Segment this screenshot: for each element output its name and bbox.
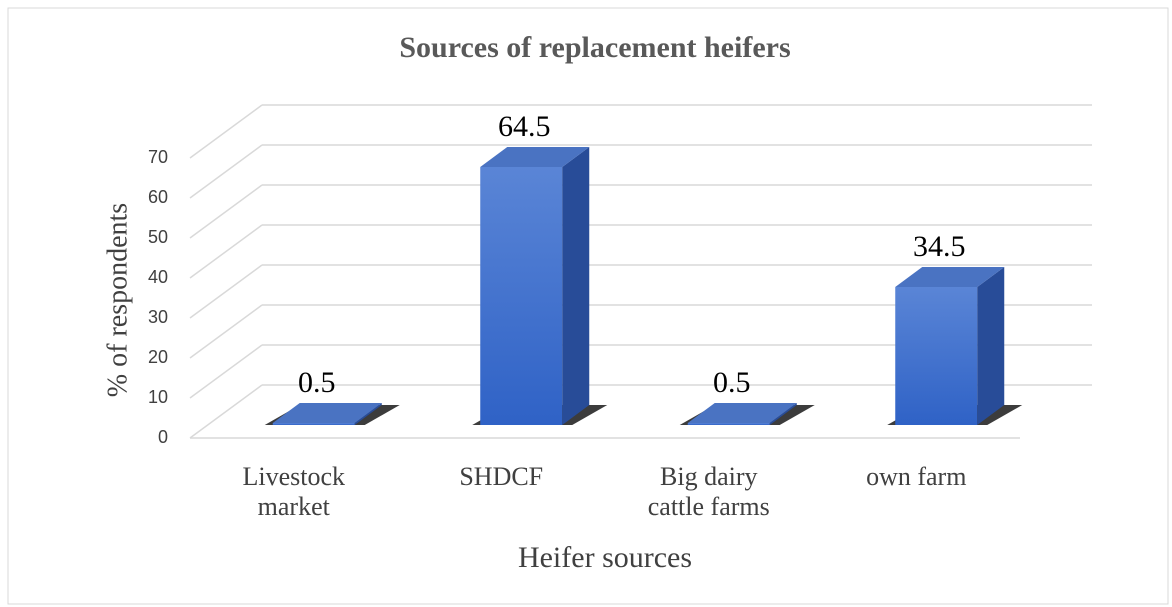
bar-top xyxy=(895,267,1005,287)
chart-border xyxy=(7,7,1169,605)
bar-top xyxy=(272,403,382,423)
y-tick-label: 40 xyxy=(148,267,168,287)
y-tick-label: 60 xyxy=(148,187,168,207)
grid-line-side xyxy=(189,344,263,399)
x-axis-label: Heifer sources xyxy=(518,541,692,574)
grid-line-side xyxy=(189,144,263,199)
grid-line-side xyxy=(189,184,263,239)
x-tick-label: Big dairy cattle farms xyxy=(647,462,770,521)
y-tick-label: 20 xyxy=(148,347,168,367)
bar-top xyxy=(480,147,590,167)
y-tick-label: 50 xyxy=(148,227,168,247)
x-tick-label: SHDCF xyxy=(459,462,544,491)
grid-line-side xyxy=(189,224,263,279)
bar xyxy=(895,287,978,425)
x-tick-label: Livestock market xyxy=(242,462,346,521)
bar xyxy=(480,167,563,425)
bar-side xyxy=(562,147,590,425)
bar-side xyxy=(769,403,797,425)
y-tick-label: 10 xyxy=(148,387,168,407)
data-label: 0.5 xyxy=(713,366,751,399)
bar xyxy=(272,423,355,425)
y-tick-label: 0 xyxy=(158,427,168,447)
y-tick-label: 70 xyxy=(148,147,168,167)
grid-line-side xyxy=(189,384,263,439)
bar-top xyxy=(687,403,797,423)
bar xyxy=(687,423,770,425)
y-tick-label: 30 xyxy=(148,307,168,327)
grid-line-side xyxy=(189,304,263,359)
y-axis-label: % of respondents xyxy=(102,203,133,397)
bar-side xyxy=(977,267,1005,425)
data-label: 34.5 xyxy=(913,230,966,263)
grid-line-side xyxy=(189,264,263,319)
chart-title: Sources of replacement heifers xyxy=(399,31,790,64)
bar-side xyxy=(354,403,382,425)
x-tick-label: own farm xyxy=(866,462,967,491)
data-label: 0.5 xyxy=(298,366,336,399)
grid-line-side xyxy=(189,104,263,159)
data-label: 64.5 xyxy=(498,110,551,143)
